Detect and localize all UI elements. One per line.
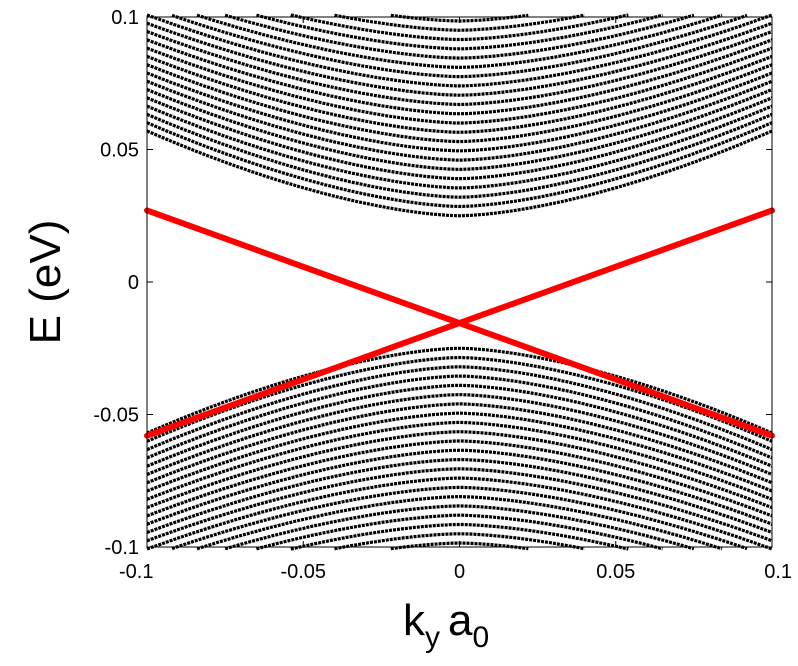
x-axis-label: ky a0 (403, 596, 489, 654)
conduction-band-16 (196, 13, 723, 70)
x-ticks: -0.1 -0.05 0 0.05 0.1 (119, 17, 792, 583)
valence-band-15 (171, 485, 748, 551)
conduction-band-18 (256, 13, 663, 51)
valence-band-16 (196, 494, 723, 551)
y-tick-label-2: 0 (128, 272, 139, 294)
valence-band-7 (146, 411, 773, 493)
valence-band-8 (146, 420, 773, 501)
conduction-band-9 (146, 54, 773, 134)
x-label-a: a (448, 596, 473, 645)
valence-band-5 (146, 392, 773, 476)
y-ticks: -0.1 -0.05 0 0.05 0.1 (93, 7, 772, 559)
y-tick-label-0: -0.1 (105, 537, 139, 559)
conduction-band-17 (224, 13, 695, 60)
y-axis-label: E (eV) (21, 220, 70, 345)
valence-band-14 (146, 476, 773, 551)
conduction-band-15 (171, 13, 748, 79)
conduction-band-11 (146, 38, 773, 116)
valence-band-9 (146, 430, 773, 510)
x-tick-label-1: -0.05 (280, 561, 326, 583)
x-label-a-sub: 0 (472, 621, 489, 654)
y-tick-label-4: 0.1 (111, 7, 139, 29)
conduction-band-13 (146, 21, 773, 97)
valence-band-4 (146, 383, 773, 468)
edge-states (144, 207, 775, 439)
edge-state-1 (144, 207, 775, 439)
x-tick-label-2: 0 (454, 561, 465, 583)
conduction-band-0 (146, 129, 773, 218)
valence-band-2 (146, 365, 773, 452)
conduction-band-19 (290, 13, 629, 42)
y-tick-label-3: 0.05 (100, 140, 139, 162)
conduction-band-2 (146, 112, 773, 199)
conduction-band-6 (146, 79, 773, 162)
y-tick-label-1: -0.05 (93, 405, 139, 427)
x-tick-label-3: 0.05 (596, 561, 635, 583)
valence-band-6 (146, 402, 773, 485)
conduction-band-1 (146, 121, 773, 209)
valence-band-3 (146, 374, 773, 460)
conduction-band-5 (146, 88, 773, 172)
valence-band-11 (146, 448, 773, 526)
valence-band-19 (290, 522, 629, 551)
conduction-band-14 (146, 13, 773, 88)
conduction-band-8 (146, 63, 773, 144)
conduction-band-12 (146, 30, 773, 107)
valence-band-18 (256, 513, 663, 551)
conduction-band-7 (146, 71, 773, 153)
conduction-band-20 (334, 13, 585, 32)
x-tick-label-0: -0.1 (119, 561, 153, 583)
x-label-k: k (403, 596, 426, 645)
valence-band-12 (146, 458, 773, 534)
conduction-band-10 (146, 46, 773, 125)
valence-band-17 (224, 504, 695, 551)
valence-band-0 (146, 346, 773, 435)
valence-band-13 (146, 467, 773, 543)
conduction-band-4 (146, 96, 773, 181)
x-label-k-sub: y (425, 621, 440, 654)
valence-band-10 (146, 439, 773, 518)
valence-band-20 (334, 532, 585, 551)
x-tick-label-4: 0.1 (764, 561, 792, 583)
conduction-band-3 (146, 104, 773, 190)
